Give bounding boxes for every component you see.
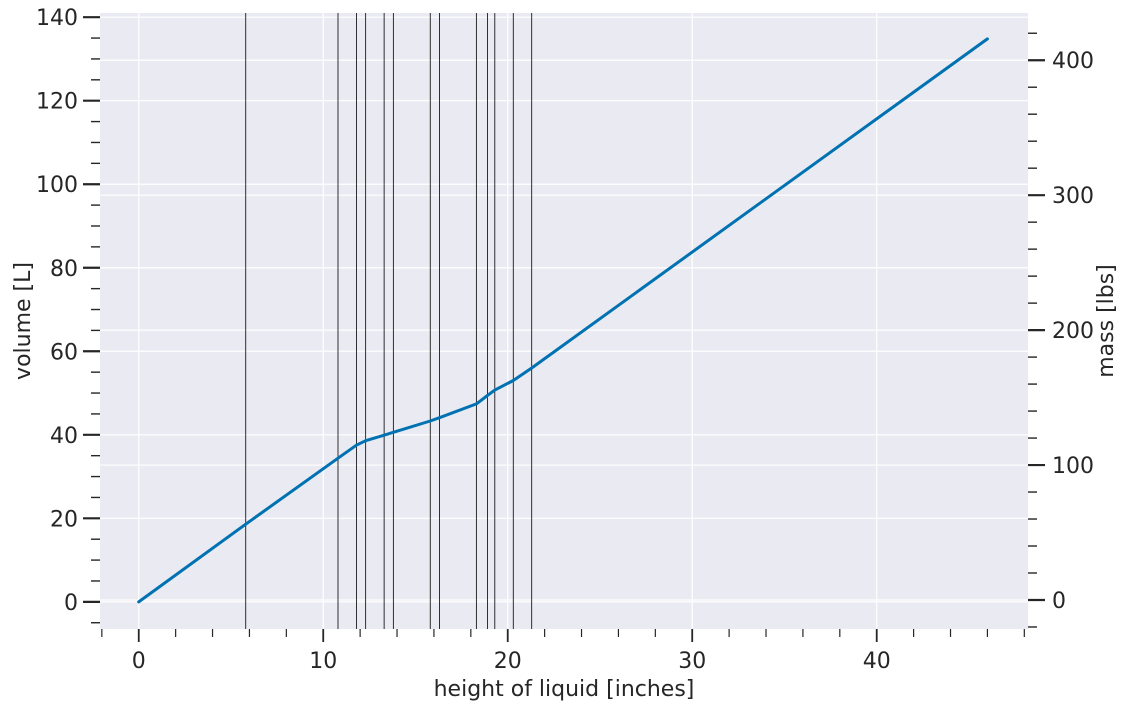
y-axis-left: 0 20 40 60 80 100 120 140	[36, 6, 100, 624]
y-tick-label: 60	[50, 340, 78, 365]
x-axis: 0 10 20 30 40	[101, 629, 1025, 674]
y2-axis-label: mass [lbs]	[1094, 264, 1119, 378]
y-axis-right: 0 100 200 300 400	[1028, 32, 1094, 628]
vertical-reference-lines	[245, 13, 533, 629]
y-tick-label: 40	[50, 424, 78, 449]
y2-tick-label: 200	[1052, 319, 1094, 344]
y-tick-label: 120	[36, 90, 78, 115]
y-tick-label: 20	[50, 507, 78, 532]
y2-tick-label: 300	[1052, 184, 1094, 209]
grid	[100, 13, 1028, 629]
y-tick-label: 0	[64, 591, 78, 616]
plot-background	[100, 13, 1028, 629]
series-line	[137, 37, 989, 604]
y-tick-label: 80	[50, 257, 78, 282]
x-tick-label: 30	[678, 649, 706, 674]
y2-tick-label: 100	[1052, 454, 1094, 479]
y2-tick-label: 0	[1052, 589, 1066, 614]
x-tick-label: 10	[309, 649, 337, 674]
series	[137, 37, 989, 604]
y-axis-label: volume [L]	[11, 262, 36, 380]
y-tick-label: 140	[36, 6, 78, 31]
x-tick-label: 40	[863, 649, 891, 674]
x-axis-label: height of liquid [inches]	[434, 677, 695, 702]
x-tick-label: 20	[494, 649, 522, 674]
y2-tick-label: 400	[1052, 49, 1094, 74]
y-tick-label: 100	[36, 173, 78, 198]
x-tick-label: 0	[132, 649, 146, 674]
